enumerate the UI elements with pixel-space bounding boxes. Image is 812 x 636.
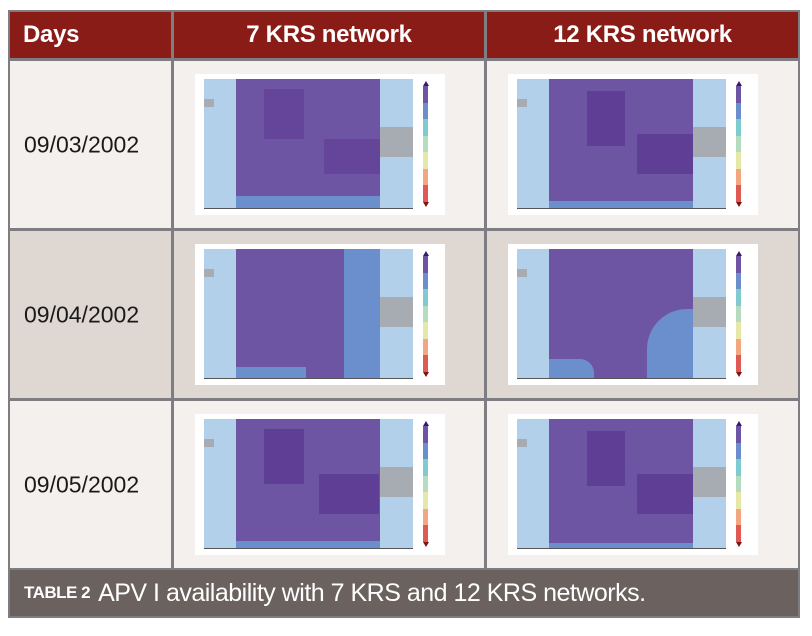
colorbar [735,421,742,547]
map-plot [517,419,726,549]
map-plot [204,419,413,549]
table-row: 09/04/2002 [10,231,798,401]
availability-map [508,244,758,385]
colorbar [735,251,742,377]
date-cell: 09/04/2002 [24,301,140,327]
table-header-row: Days 7 KRS network 12 KRS network [10,12,798,61]
header-7krs: 7 KRS network [174,12,487,58]
caption-text: APV I availability with 7 KRS and 12 KRS… [98,578,646,607]
colorbar [422,251,429,377]
availability-map [508,414,758,555]
map-plot [204,249,413,379]
table-row: 09/05/2002 [10,401,798,571]
header-days: Days [10,12,174,58]
availability-map [195,74,445,215]
availability-map [195,244,445,385]
map-plot [204,79,413,209]
availability-map [508,74,758,215]
caption-label: TABLE 2 [24,583,91,602]
header-12krs: 12 KRS network [553,21,732,48]
map-plot [517,79,726,209]
map-plot [517,249,726,379]
colorbar [735,81,742,207]
table-row: 09/03/2002 [10,61,798,231]
availability-table: Days 7 KRS network 12 KRS network 09/03/… [8,10,800,571]
colorbar [422,421,429,547]
date-cell: 09/03/2002 [24,131,140,157]
date-cell: 09/05/2002 [24,471,140,497]
colorbar [422,81,429,207]
table-caption: TABLE 2 APV I availability with 7 KRS an… [8,568,800,618]
availability-map [195,414,445,555]
